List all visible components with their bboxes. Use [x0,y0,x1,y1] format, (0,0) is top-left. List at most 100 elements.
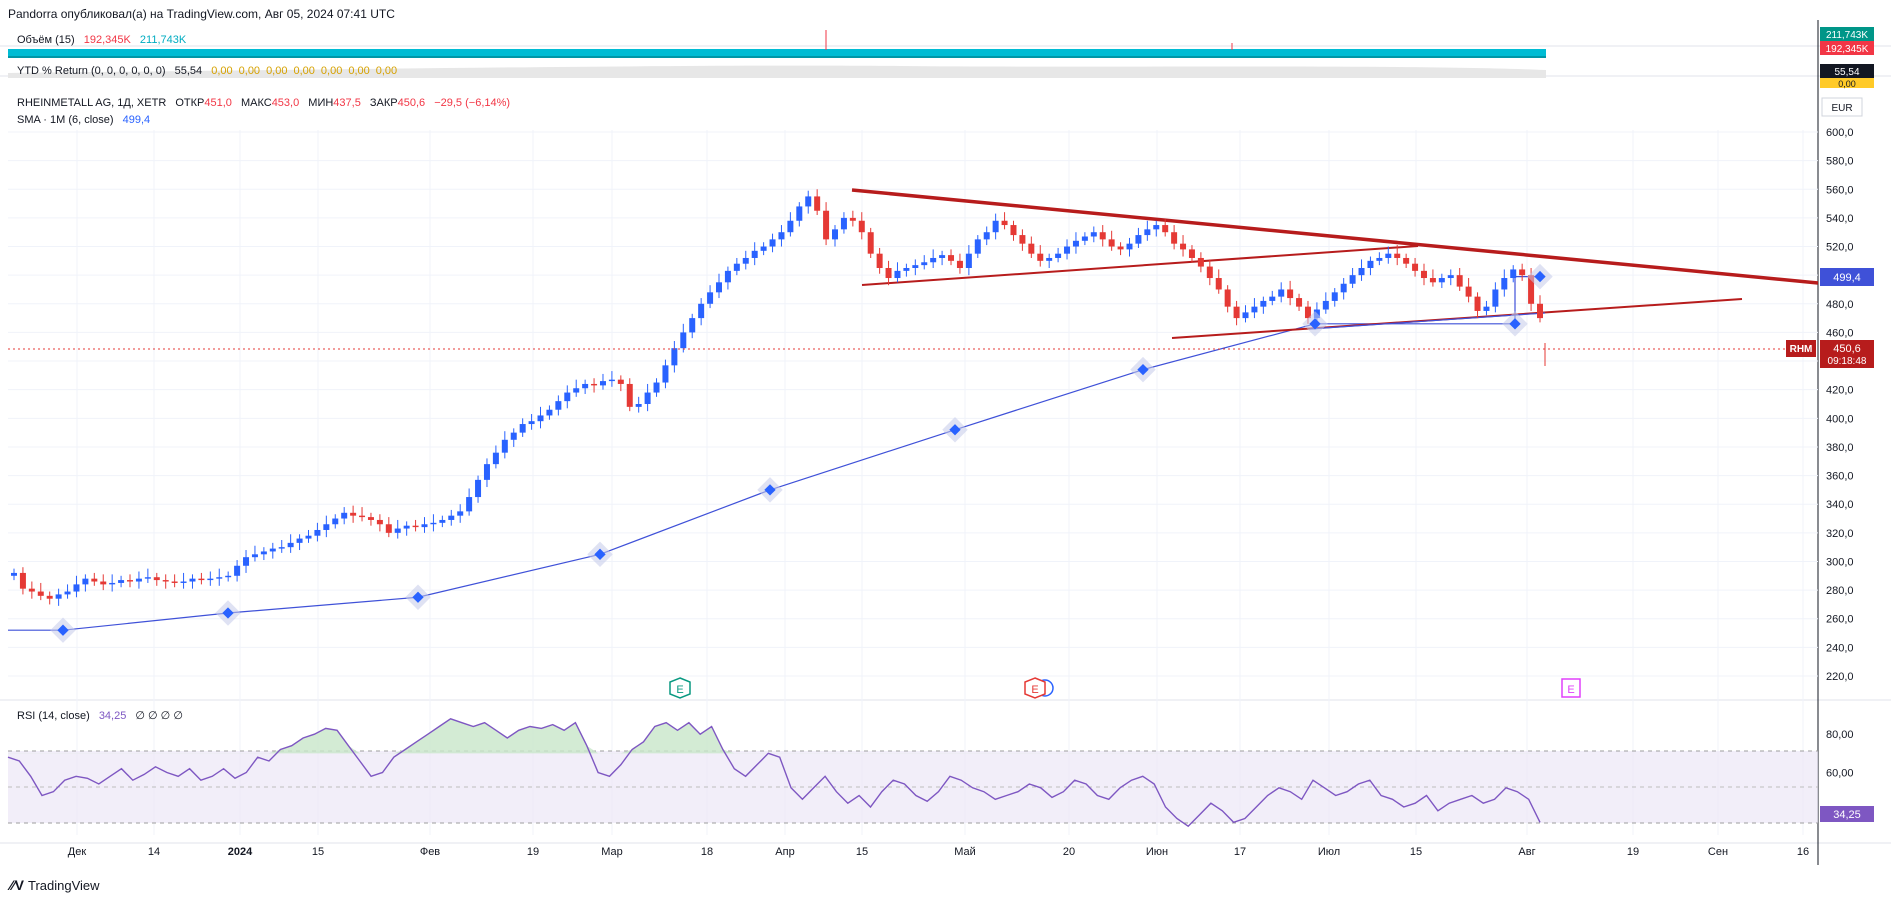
high-value: 453,0 [271,97,300,109]
earnings-marker-2[interactable]: E [1024,677,1054,699]
rsi-value: 34,25 [98,710,127,722]
candle [1438,273,1445,289]
candle [805,190,812,214]
candle [287,534,294,553]
last-price-badge: RHM 450,6 09:18:48 [1786,340,1874,368]
price-tick-label: 220,0 [1826,671,1854,683]
rsi-placeholders: ∅ ∅ ∅ ∅ [135,710,183,722]
ytd-zero-value: 0,00 [320,65,343,77]
sma-legend: SMA · 1M (6, close) 499,4 [17,114,150,126]
candle [1420,263,1427,286]
candle [323,515,330,538]
candle [528,414,535,430]
candle [11,568,17,581]
time-tick-label: 15 [1410,846,1422,858]
svg-text:211,743K: 211,743K [1826,30,1868,41]
candle [1233,300,1240,326]
candle [207,571,214,586]
sma-node[interactable] [215,600,241,626]
candle [1367,256,1374,276]
time-tick-label: 20 [1063,846,1075,858]
candle [1171,225,1178,250]
time-axis[interactable]: Дек 14 2024 15 Фев 19 Мар 18 Апр 15 Май 20 Июн 17 Июл 1… [68,846,1809,858]
upper-channel-line [861,245,1419,286]
candle [510,428,517,447]
candle [269,542,276,559]
candle [1010,220,1017,241]
rsi-label: RSI (14, close) [17,710,90,722]
candle [573,379,580,397]
candle [1117,242,1124,256]
candle [1278,282,1285,303]
candle [367,512,374,526]
candle [751,242,758,266]
candle [948,249,955,266]
candle [1028,236,1035,258]
close-label: ЗАКР [369,97,398,109]
candle [135,571,142,589]
candle [251,545,258,562]
published-header: Pandorra опубликовал(а) на TradingView.c… [8,7,395,21]
candle [1465,278,1472,303]
candle [671,341,678,373]
candle [260,547,267,561]
symbol-label[interactable]: RHEINMETALL AG, 1Д, XETR [17,97,167,109]
candle [359,507,366,522]
candle [733,257,740,276]
candle [1197,252,1204,273]
main-grid [8,131,1818,677]
candle [1072,232,1079,254]
candle [680,323,687,353]
earnings-marker-3[interactable]: E [1561,678,1581,698]
sma-node[interactable] [587,541,613,568]
candle [724,266,731,290]
price-tick-label: 420,0 [1826,385,1854,397]
candle [1296,293,1303,311]
sma-node[interactable] [50,617,76,643]
candle [1215,269,1222,294]
candle [1055,247,1062,263]
candle [662,359,669,389]
candle [216,568,223,586]
ytd-label: YTD % Return (0, 0, 0, 0, 0, 0) [17,65,166,77]
candle [28,581,35,599]
sma-node[interactable] [942,417,968,443]
candle [814,189,821,216]
candle [1456,268,1463,291]
svg-text:34,25: 34,25 [1833,809,1861,821]
upper-resistance-line [851,188,1819,285]
candle [305,529,312,543]
svg-text:09:18:48: 09:18:48 [1828,356,1867,367]
sma-node[interactable] [405,584,431,610]
candle [1331,288,1338,307]
svg-text:E: E [1031,684,1038,696]
candle [37,582,44,601]
tradingview-brand: TradingView [28,877,100,893]
candle [421,517,428,533]
candle [1349,268,1356,289]
time-tick-label: Июл [1318,846,1340,858]
candle [1394,245,1401,266]
earnings-marker-1[interactable]: E [669,677,691,699]
volume-pane [8,30,1546,58]
currency-label[interactable]: EUR [1831,103,1852,114]
candle [591,378,598,393]
candle [707,285,714,309]
tradingview-logo[interactable]: ⁄⁄V TradingView [10,877,100,893]
candle [82,574,89,592]
candle [582,379,589,394]
candle [162,574,169,589]
main-legend: RHEINMETALL AG, 1Д, XETR ОТКР451,0 МАКС4… [17,97,510,109]
candle [1412,257,1419,277]
candle [1162,219,1169,237]
sma-node[interactable] [757,477,783,503]
candle [1081,232,1088,246]
candle [1099,225,1106,247]
candle [1358,259,1365,281]
svg-text:499,4: 499,4 [1833,272,1861,284]
price-tick-label: 480,0 [1826,299,1854,311]
candle [965,245,972,276]
candle [796,202,803,227]
time-tick-label: 16 [1797,846,1809,858]
candle [171,574,178,588]
